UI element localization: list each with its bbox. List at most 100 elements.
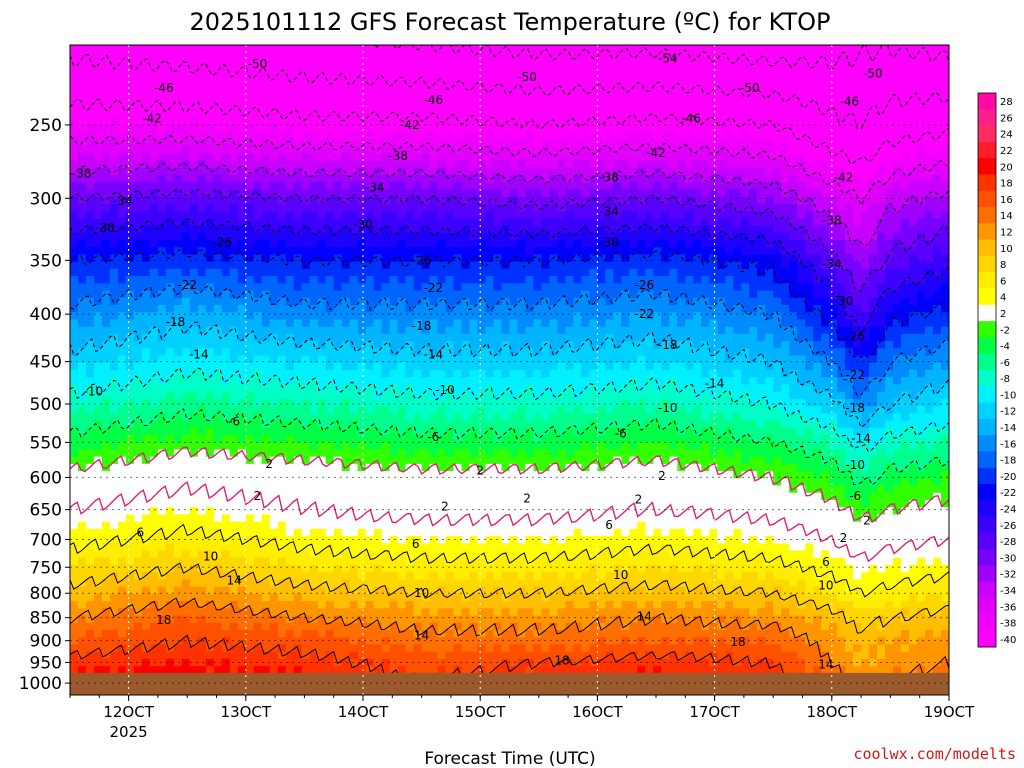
field-cell — [397, 586, 407, 595]
field-cell — [349, 196, 359, 205]
field-cell — [349, 45, 359, 53]
field-cell — [101, 283, 111, 292]
field-cell — [70, 630, 79, 638]
field-cell — [93, 73, 103, 82]
field-cell — [405, 81, 415, 89]
field-cell — [445, 117, 455, 126]
field-cell — [317, 471, 327, 479]
field-cell — [493, 341, 503, 349]
field-cell — [189, 124, 199, 133]
field-cell — [229, 268, 239, 277]
field-cell — [365, 572, 375, 581]
field-cell — [501, 435, 511, 443]
field-cell — [229, 254, 239, 263]
field-cell — [437, 456, 447, 465]
field-cell — [277, 88, 287, 97]
field-cell — [397, 333, 407, 342]
field-cell — [85, 651, 95, 660]
field-cell — [397, 146, 407, 154]
field-cell — [413, 182, 423, 191]
field-cell — [149, 333, 159, 342]
field-cell — [93, 341, 103, 349]
field-cell — [77, 189, 87, 198]
field-cell — [429, 456, 439, 465]
field-cell — [245, 102, 255, 111]
field-cell — [429, 290, 439, 299]
field-cell — [149, 95, 159, 104]
field-cell — [357, 52, 367, 61]
field-cell — [445, 268, 455, 277]
field-cell — [245, 507, 255, 516]
field-cell — [229, 232, 239, 241]
field-cell — [109, 297, 119, 306]
field-cell — [141, 420, 151, 429]
field-cell — [389, 88, 399, 97]
field-cell — [189, 110, 199, 118]
field-cell — [165, 290, 175, 299]
field-cell — [445, 73, 455, 82]
field-cell — [445, 95, 455, 104]
field-cell — [149, 196, 159, 205]
field-cell — [293, 283, 303, 292]
field-cell — [309, 435, 319, 443]
field-cell — [341, 435, 351, 443]
field-cell — [173, 586, 183, 595]
field-cell — [245, 550, 255, 559]
field-cell — [165, 276, 175, 284]
field-cell — [285, 261, 295, 270]
field-cell — [493, 500, 503, 508]
field-cell — [325, 355, 335, 364]
field-cell — [189, 290, 199, 299]
field-cell — [293, 608, 303, 617]
field-cell — [93, 536, 103, 544]
field-cell — [149, 543, 159, 552]
field-cell — [70, 138, 79, 147]
field-cell — [485, 406, 495, 414]
field-cell — [381, 341, 391, 349]
field-cell — [245, 52, 255, 61]
field-cell — [269, 521, 279, 530]
field-cell — [453, 651, 463, 660]
field-cell — [437, 565, 447, 573]
field-cell — [85, 420, 95, 429]
field-cell — [117, 81, 127, 89]
field-cell — [165, 666, 175, 674]
field-cell — [349, 276, 359, 284]
field-cell — [373, 463, 383, 472]
field-cell — [141, 550, 151, 559]
field-cell — [485, 601, 495, 609]
field-cell — [301, 110, 311, 118]
field-cell — [469, 160, 479, 169]
field-cell — [213, 66, 223, 75]
field-cell — [421, 182, 431, 191]
field-cell — [453, 500, 463, 508]
field-cell — [229, 384, 239, 393]
field-cell — [301, 88, 311, 97]
field-cell — [437, 312, 447, 321]
field-cell — [277, 232, 287, 241]
field-cell — [109, 211, 119, 219]
field-cell — [445, 138, 455, 147]
field-cell — [477, 427, 487, 436]
field-cell — [261, 630, 271, 638]
field-cell — [285, 146, 295, 154]
field-cell — [189, 117, 199, 126]
field-cell — [70, 485, 79, 494]
field-cell — [341, 536, 351, 544]
field-cell — [189, 319, 199, 328]
field-cell — [229, 110, 239, 118]
field-cell — [317, 102, 327, 111]
field-cell — [269, 160, 279, 169]
field-cell — [301, 81, 311, 89]
field-cell — [429, 66, 439, 75]
field-cell — [197, 608, 207, 617]
field-cell — [509, 102, 519, 111]
field-cell — [485, 666, 495, 674]
field-cell — [261, 593, 271, 602]
field-cell — [77, 593, 87, 602]
field-cell — [421, 52, 431, 61]
field-cell — [229, 456, 239, 465]
field-cell — [389, 341, 399, 349]
field-cell — [221, 528, 231, 537]
field-cell — [333, 283, 343, 292]
